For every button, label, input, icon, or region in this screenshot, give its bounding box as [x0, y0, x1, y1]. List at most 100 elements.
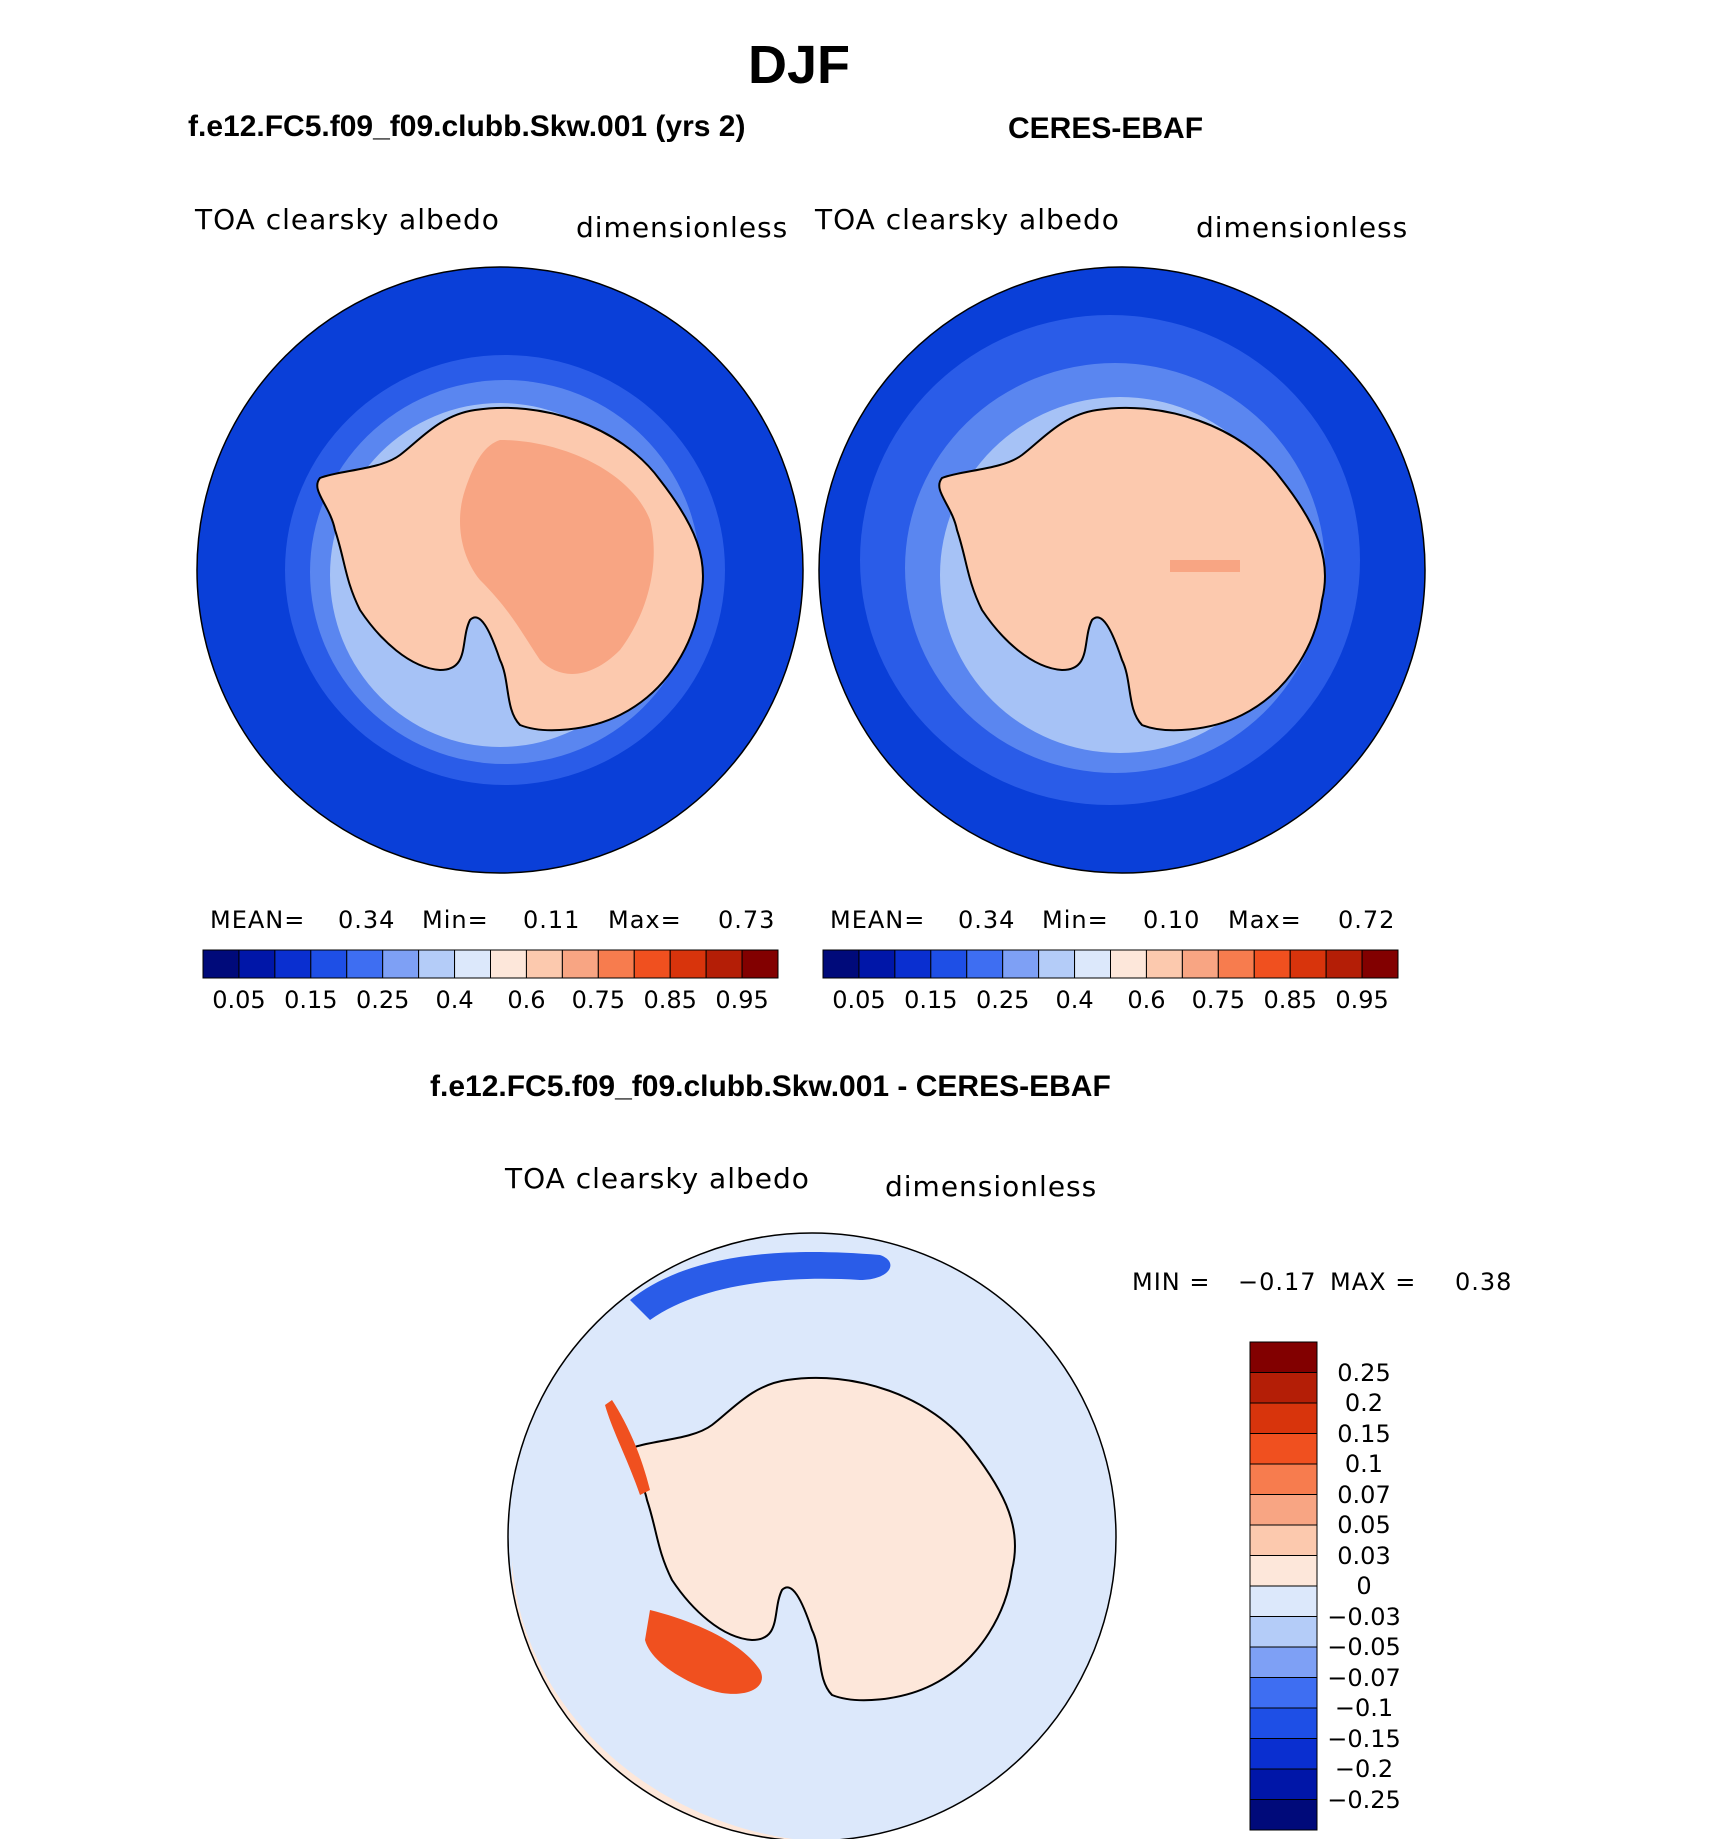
diff-colorbar-tick-label: 0.15 [1337, 1419, 1391, 1448]
model-colorbar-tick-label: 0.4 [435, 986, 474, 1014]
model-plateau [460, 440, 654, 674]
diff-colorbar-tick-label: 0.05 [1337, 1511, 1391, 1539]
model-mean-label: MEAN= [210, 906, 306, 934]
model-colorbar-cell [490, 949, 527, 979]
diff-red-anomaly [645, 1610, 762, 1694]
diff-colorbar-cell [1249, 1616, 1318, 1648]
diff-outer-negative-arc [630, 1252, 891, 1320]
season-title: DJF [748, 35, 851, 95]
model-colorbar-cell [274, 949, 312, 979]
diff-max-value: 0.38 [1455, 1268, 1513, 1296]
diff-colorbar-cell [1249, 1494, 1318, 1526]
obs-colorbar-cell [1038, 949, 1076, 979]
obs-colorbar-tick-label: 0.25 [975, 986, 1030, 1014]
model-colorbar-cell [597, 949, 635, 979]
obs-max-label: Max= [1228, 906, 1302, 934]
diff-colorbar-cell [1249, 1524, 1318, 1556]
diff-colorbar-tick-label: 0.1 [1344, 1450, 1384, 1478]
diff-colorbar-cell [1249, 1372, 1318, 1404]
obs-colorbar-cell [1217, 949, 1255, 979]
diff-variable-label: TOA clearsky albedo [505, 1162, 810, 1195]
obs-map-border [818, 266, 1426, 874]
obs-panel-title: CERES-EBAF [1008, 112, 1204, 145]
model-colorbar-cell [238, 949, 276, 979]
obs-min-value: 0.10 [1143, 906, 1201, 934]
obs-polar-map [819, 267, 1425, 873]
model-max-value: 0.73 [718, 906, 776, 934]
model-colorbar-cell [525, 949, 563, 979]
diff-colorbar-cell [1249, 1768, 1318, 1800]
obs-colorbar-tick-label: 0.4 [1055, 986, 1094, 1014]
diff-colorbar-tick-label: 0 [1356, 1572, 1372, 1600]
diff-colorbar-cell [1249, 1585, 1318, 1617]
obs-colorbar-cell [894, 949, 932, 979]
obs-units-label: dimensionless [1196, 211, 1409, 244]
diff-colorbar-tick-label: 0.25 [1337, 1358, 1391, 1387]
model-colorbar-tick-label: 0.25 [355, 986, 410, 1014]
diff-min-label: MIN = [1132, 1268, 1211, 1296]
obs-antarctica [938, 406, 1326, 732]
model-min-value: 0.11 [523, 906, 581, 934]
obs-plateau-patch [1170, 560, 1240, 572]
diff-colorbar-tick-label: −0.03 [1327, 1602, 1401, 1631]
model-colorbar-tick-label: 0.05 [212, 986, 266, 1014]
diff-colorbar-cell [1249, 1646, 1318, 1678]
diff-colorbar-cell [1249, 1707, 1318, 1739]
model-units-label: dimensionless [576, 211, 789, 244]
model-mean-value: 0.34 [338, 906, 396, 934]
diff-colorbar-tick-label: −0.1 [1334, 1694, 1394, 1722]
model-colorbar-tick-label: 0.85 [643, 986, 697, 1014]
model-colorbar-cell [705, 949, 743, 979]
model-colorbar-cell [418, 949, 456, 979]
model-max-label: Max= [608, 906, 682, 934]
model-colorbar [202, 949, 779, 979]
diff-colorbar-cell [1249, 1433, 1318, 1465]
model-colorbar-tick-label: 0.75 [571, 986, 626, 1014]
obs-colorbar-cell [1361, 949, 1399, 979]
obs-mean-value: 0.34 [958, 906, 1016, 934]
obs-max-value: 0.72 [1338, 906, 1396, 934]
obs-colorbar-tick-label: 0.15 [904, 986, 958, 1014]
model-colorbar-cell [454, 949, 491, 979]
obs-colorbar-tick-label: 0.85 [1263, 986, 1317, 1014]
obs-colorbar-cell [930, 949, 968, 979]
model-colorbar-cell [310, 949, 348, 979]
diff-red-peninsula [605, 1400, 650, 1495]
diff-colorbar-tick-label: 0.2 [1344, 1389, 1384, 1417]
obs-colorbar [822, 949, 1399, 979]
model-colorbar-cell [561, 949, 599, 979]
model-colorbar-cell [346, 949, 384, 979]
obs-colorbar-tick-label: 0.6 [1127, 986, 1166, 1014]
obs-colorbar-cell [822, 949, 860, 979]
obs-colorbar-cell [1289, 949, 1327, 979]
obs-colorbar-cell [1002, 949, 1040, 979]
diff-colorbar-cell [1249, 1738, 1318, 1770]
obs-colorbar-tick-label: 0.95 [1335, 986, 1389, 1014]
diff-colorbar-cell [1249, 1677, 1318, 1709]
obs-colorbar-tick-label: 0.75 [1191, 986, 1246, 1014]
model-colorbar-cell [669, 949, 707, 979]
diff-colorbar-cell [1249, 1555, 1318, 1587]
diff-colorbar-tick-label: −0.2 [1334, 1755, 1394, 1783]
obs-colorbar-cell [1110, 949, 1147, 979]
model-polar-map [197, 267, 803, 873]
diff-colorbar [1249, 1341, 1318, 1831]
model-colorbar-tick-label: 0.95 [715, 986, 769, 1014]
obs-colorbar-cell [1253, 949, 1291, 979]
diff-colorbar-tick-label: 0.07 [1337, 1480, 1391, 1509]
diff-max-label: MAX = [1330, 1268, 1417, 1296]
obs-colorbar-cell [1074, 949, 1111, 979]
model-variable-label: TOA clearsky albedo [195, 203, 500, 236]
obs-colorbar-cell [1145, 949, 1183, 979]
model-colorbar-cell [633, 949, 671, 979]
diff-colorbar-tick-label: −0.07 [1327, 1663, 1401, 1692]
obs-colorbar-cell [1325, 949, 1363, 979]
model-colorbar-cell [382, 949, 420, 979]
diff-map-border [507, 1232, 1117, 1839]
diff-colorbar-cell [1249, 1402, 1318, 1434]
model-panel-title: f.e12.FC5.f09_f09.clubb.Skw.001 (yrs 2) [188, 110, 746, 143]
diff-panel-title: f.e12.FC5.f09_f09.clubb.Skw.001 - CERES-… [430, 1070, 1111, 1103]
diff-colorbar-tick-label: 0.03 [1337, 1541, 1391, 1570]
diff-colorbar-tick-label: −0.25 [1327, 1785, 1401, 1814]
model-colorbar-tick-label: 0.15 [284, 986, 338, 1014]
